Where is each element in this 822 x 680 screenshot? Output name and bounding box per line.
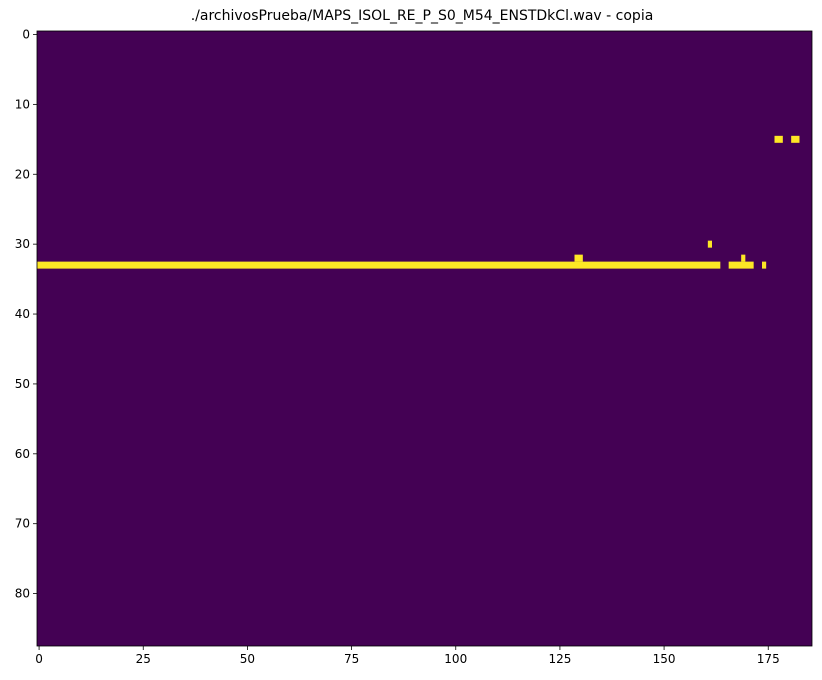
heatmap-cell <box>728 261 754 269</box>
x-tick-label: 25 <box>136 652 151 666</box>
x-tick-label: 50 <box>240 652 255 666</box>
x-tick-label: 100 <box>444 652 467 666</box>
x-tick-label: 125 <box>548 652 571 666</box>
x-tick-label: 0 <box>35 652 43 666</box>
heatmap-cell <box>774 135 783 143</box>
y-tick-label: 0 <box>22 27 30 41</box>
x-axis: 0 25 50 75 100 125 150 175 <box>35 646 780 666</box>
heatmap-cell <box>707 240 712 248</box>
heatmap-cell <box>574 254 583 262</box>
x-tick-label: 175 <box>757 652 780 666</box>
y-tick-label: 20 <box>15 167 30 181</box>
y-tick-label: 40 <box>15 307 30 321</box>
heatmap-cell <box>741 254 746 262</box>
chart-title: ./archivosPrueba/MAPS_ISOL_RE_P_S0_M54_E… <box>191 8 654 24</box>
x-tick-label: 150 <box>653 652 676 666</box>
y-tick-label: 30 <box>15 237 30 251</box>
y-tick-label: 80 <box>15 587 30 601</box>
y-tick-label: 60 <box>15 447 30 461</box>
heatmap-cell <box>37 261 721 269</box>
heatmap-cell <box>791 135 800 143</box>
y-tick-label: 50 <box>15 377 30 391</box>
heatmap-background <box>37 31 812 646</box>
y-tick-label: 70 <box>15 517 30 531</box>
heatmap-cell <box>762 261 767 269</box>
y-tick-label: 10 <box>15 97 30 111</box>
y-axis: 0 10 20 30 40 50 60 70 80 <box>15 27 37 601</box>
x-tick-label: 75 <box>344 652 359 666</box>
plot-frame <box>36 30 813 647</box>
plot-area <box>36 30 813 647</box>
